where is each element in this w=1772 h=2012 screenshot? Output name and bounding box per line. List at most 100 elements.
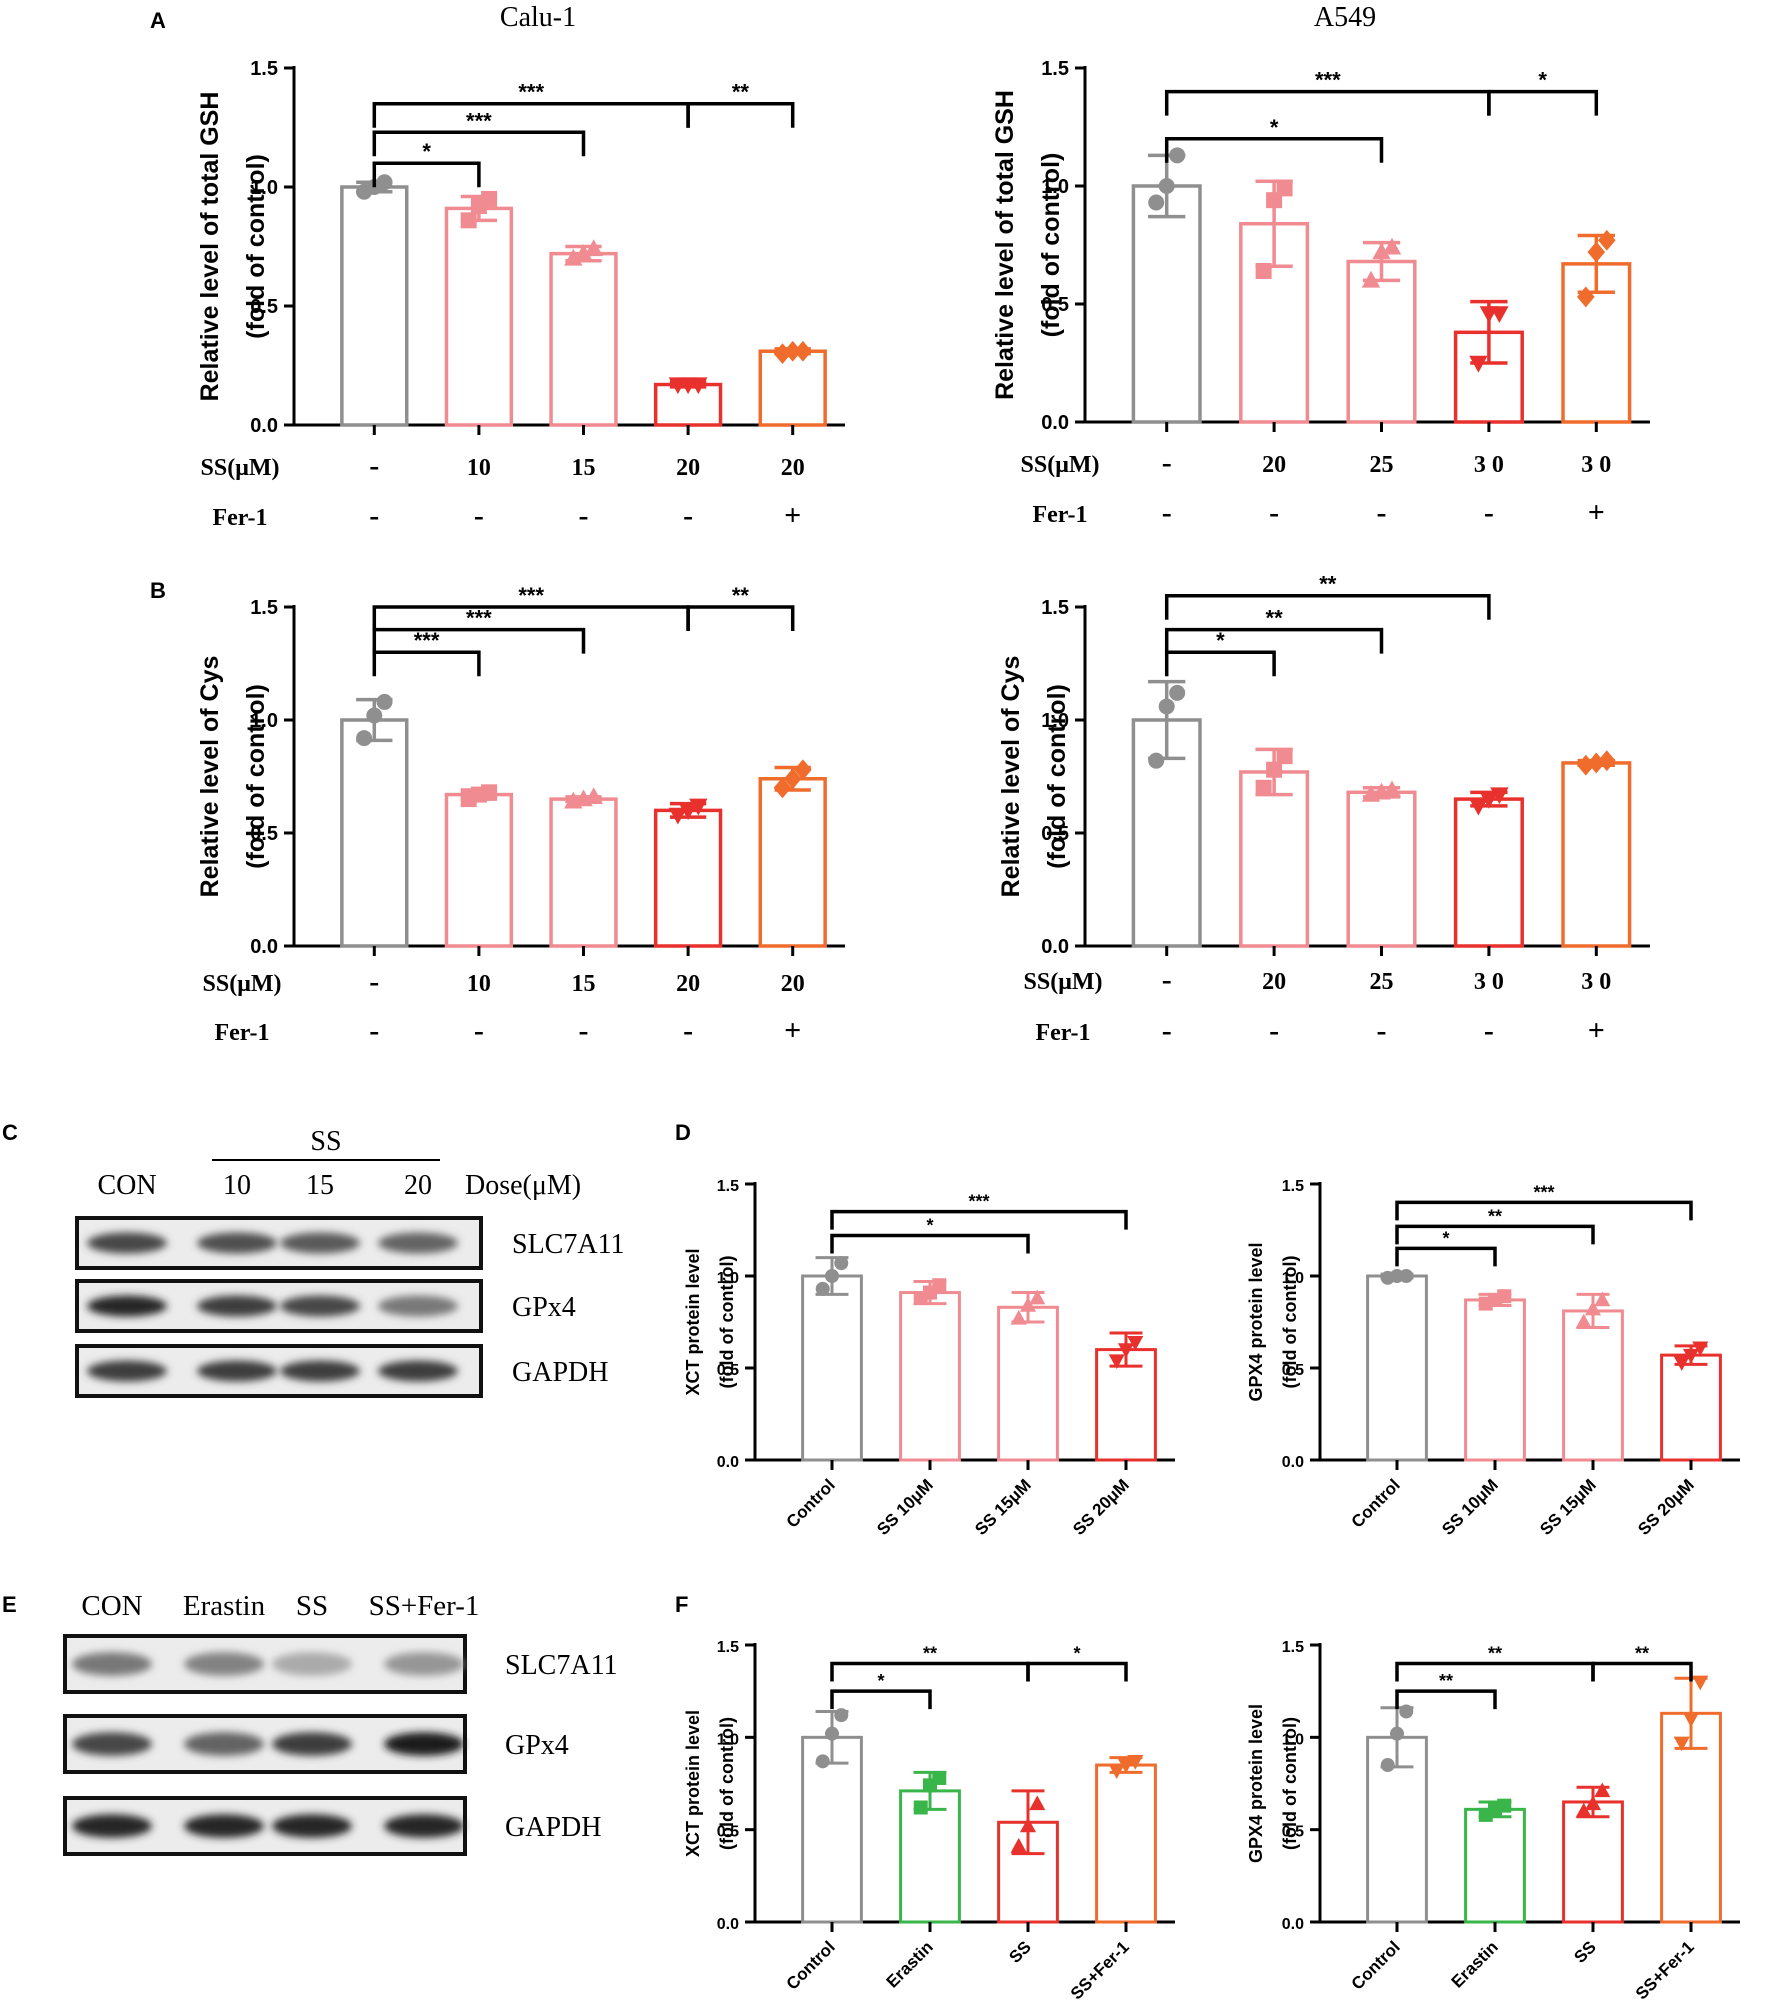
ss-value: - [369,449,379,482]
significance-label: ** [923,1643,937,1663]
data-point [1169,684,1186,701]
significance-label: *** [466,108,492,133]
bar [444,792,514,948]
data-point [1255,262,1272,279]
x-tick-label: SS 10μM [1438,1475,1502,1539]
y-tick-label: 0.0 [1041,936,1069,958]
data-point [1490,787,1509,805]
fer-value: - [1269,496,1279,529]
blot-band [87,1360,167,1382]
significance-label: *** [414,628,440,653]
panel-letter-a: A [150,8,166,33]
x-tick-label-group: Erastin [1448,1937,1502,1991]
data-point [689,798,708,816]
data-point [1469,355,1488,373]
x-tick-label-group: SS 15μM [971,1475,1035,1539]
y-axis-label-line: Relative level of total GSH [991,90,1019,400]
bar [1131,184,1202,424]
y-axis-label-line: (fold of control) [1037,153,1065,338]
data-point [1127,1335,1144,1351]
y-axis-label: Relative level of total GSH (fold of cont… [196,92,270,402]
y-tick-label: 1.5 [1282,1178,1304,1195]
data-point [783,768,802,790]
x-tick-label-group: Erastin [883,1937,937,1991]
significance-bracket [1164,650,1276,677]
western-blot-C: SS CON 10 15 20 Dose(μM) SLC7A11 GPx4 GAPDH [75,1126,625,1398]
blot-band [197,1360,277,1382]
bar [1366,1274,1428,1462]
significance-label: * [1216,628,1225,653]
significance-label: *** [518,583,544,608]
blot-band [280,1232,360,1254]
bar [801,1735,863,1924]
data-point [376,693,393,710]
y-tick-label: 0.0 [717,1916,739,1933]
data-point [1010,1309,1027,1325]
dose-label: Dose(μM) [465,1170,581,1201]
data-point [1577,286,1595,308]
ss-value: 20 [1262,452,1286,478]
x-tick-label: SS 20μM [1069,1475,1133,1539]
y-axis-label-line: Relative level of total GSH [196,92,224,402]
data-point [574,244,593,261]
y-tick-label: 0.5 [1282,1824,1304,1841]
x-tick-label: SS [1570,1937,1599,1966]
significance-label: ** [1488,1206,1502,1226]
data-point [1682,1712,1700,1728]
fer-value: - [1484,496,1494,529]
y-axis-label-line: XCT protein level [683,1248,703,1395]
fer-value: - [474,1014,484,1047]
y-axis-label-line: Relative level of Cys [997,656,1025,898]
significance-label: ** [1488,1643,1502,1663]
data-point [1127,1755,1144,1770]
x-tick-label: SS [1005,1937,1034,1966]
y-axis-label-line: (fold of control) [1280,1717,1300,1850]
blot-band [272,1732,352,1756]
bar [899,1291,961,1462]
y-tick-label: 0.5 [250,823,278,845]
blot-band [72,1652,152,1676]
blot-band [184,1652,264,1676]
ss-value: 25 [1370,452,1394,478]
bar [758,777,827,948]
data-point [1276,748,1293,765]
y-axis-label: Relative level of total GSH (fold of cont… [991,90,1065,400]
blot-band [272,1652,352,1676]
ss-value: - [1162,446,1172,479]
significance-label: * [877,1671,884,1691]
chart-A_a549: 0.0 0.5 1.0 1.5 Relative level of total GSH (… [991,58,1650,529]
significance-label: ** [1439,1671,1453,1691]
y-axis-label-line: GPX4 protein level [1246,1704,1266,1863]
data-point [678,803,698,820]
x-tick-label: SS 15μM [1536,1475,1600,1539]
data-point [1019,1817,1037,1833]
ss-value: 20 [781,455,805,481]
bar [1561,761,1632,948]
data-point [1158,178,1175,194]
data-point [376,174,393,191]
data-point [1019,1297,1037,1312]
fer-value: - [579,1014,589,1047]
y-axis-label-line: (fold of control) [717,1256,737,1389]
y-axis-label-line: (fold of control) [717,1717,737,1850]
protein-label: SLC7A11 [512,1229,625,1260]
panel-letter-d: D [675,1120,691,1145]
lane-label: 15 [306,1170,334,1201]
significance-bracket [830,1209,1128,1230]
significance-label: ** [1266,606,1284,631]
bar [801,1274,863,1462]
data-point [1399,1269,1414,1283]
significance-bracket [830,1233,1030,1254]
y-tick-label: 0.0 [1282,1454,1304,1471]
ss-value: 20 [1262,969,1286,995]
data-point [1117,1343,1135,1358]
data-point [1372,242,1391,260]
data-point [1490,306,1509,324]
significance-bracket [1164,137,1384,163]
western-blot-E: CON Erastin SS SS+Fer-1 SLC7A11 GPx4 GAPDH [63,1590,618,1856]
bar [1346,790,1417,948]
chart-B_calu1: 0.0 0.5 1.0 1.5 Relative level of Cys (fold o… [196,583,845,1047]
y-axis-label: Relative level of Cys (fold of control) [196,656,270,898]
y-tick-label: 0.5 [250,296,278,318]
y-tick-label: 1.0 [717,1270,739,1287]
